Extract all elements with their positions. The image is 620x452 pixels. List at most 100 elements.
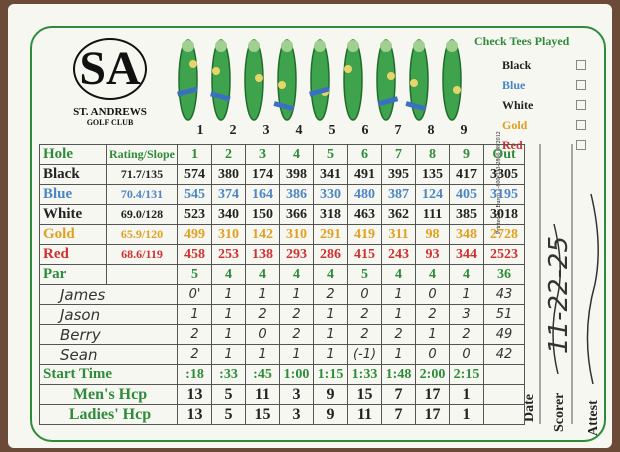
table-cell: 415 [347, 244, 382, 265]
table-cell: 1 [211, 304, 246, 325]
table-cell: 1 [279, 344, 314, 365]
table-cell: (-1) [347, 344, 382, 365]
table-cell: 1 [449, 384, 484, 405]
table-cell: 43 [483, 284, 525, 305]
table-row: Sean 2 1 1 1 1 (-1) 1 0 0 42 [39, 344, 525, 365]
table-cell: 3 [449, 304, 484, 325]
table-cell: Rating/Slope [106, 144, 178, 165]
tee-option: Black [474, 55, 598, 75]
table-cell: Gold [39, 224, 107, 245]
table-cell: 1:48 [381, 364, 416, 385]
table-cell: 1 [449, 404, 484, 425]
table-cell: 135 [415, 164, 450, 185]
table-cell: 463 [347, 204, 382, 225]
table-cell: 1 [415, 324, 450, 345]
table-cell: 545 [177, 184, 212, 205]
table-cell: Black [39, 164, 107, 185]
table-cell: 2 [347, 304, 382, 325]
bunker [212, 67, 220, 75]
hole-green [248, 40, 260, 52]
table-cell [483, 404, 525, 425]
table-cell: 4 [211, 264, 246, 285]
hole-green [446, 40, 458, 52]
table-cell: 3195 [483, 184, 525, 205]
table-cell: 1 [381, 304, 416, 325]
table-cell: 340 [211, 204, 246, 225]
table-cell: 111 [415, 204, 450, 225]
table-cell: :33 [211, 364, 246, 385]
table-cell: 13 [177, 404, 212, 425]
table-cell: 2 [347, 324, 382, 345]
club-subtitle: GOLF CLUB [86, 118, 134, 127]
table-cell: 4 [313, 264, 348, 285]
table-cell: 386 [279, 184, 314, 205]
table-cell: 1 [211, 344, 246, 365]
table-cell: 9 [449, 144, 484, 165]
table-cell: 310 [211, 224, 246, 245]
table-cell: 2 [245, 304, 280, 325]
hole-number: 8 [428, 123, 435, 138]
table-cell: 11 [347, 404, 382, 425]
table-cell: 3018 [483, 204, 525, 225]
water [405, 101, 427, 112]
hole-number: 3 [263, 123, 270, 138]
bunker [255, 74, 263, 82]
table-cell: 9 [313, 404, 348, 425]
table-row: Black 71.7/135 574 380 174 398 341 491 395 135 417… [39, 164, 525, 185]
hole-green [215, 40, 227, 52]
bunker [410, 79, 418, 87]
table-cell: 11 [245, 384, 280, 405]
table-cell: 362 [381, 204, 416, 225]
table-cell: :45 [245, 364, 280, 385]
table-cell: Sean [39, 344, 178, 365]
table-cell: White [39, 204, 107, 225]
table-cell [483, 364, 525, 385]
table-cell: 243 [381, 244, 416, 265]
table-cell: :18 [177, 364, 212, 385]
table-cell: 1:33 [347, 364, 382, 385]
table-cell: 330 [313, 184, 348, 205]
table-cell [106, 264, 178, 285]
hole-number: 1 [197, 123, 204, 138]
table-cell: 0 [449, 344, 484, 365]
table-cell: 68.6/119 [106, 244, 178, 265]
table-cell: 3305 [483, 164, 525, 185]
table-cell: Ladies' Hcp [39, 404, 178, 425]
table-cell: 98 [415, 224, 450, 245]
table-cell: 164 [245, 184, 280, 205]
tee-name: Black [502, 57, 532, 72]
table-row: James 0' 1 1 1 2 0 1 0 1 43 [39, 284, 525, 305]
checkbox [576, 140, 586, 150]
table-cell: 419 [347, 224, 382, 245]
table-cell: 286 [313, 244, 348, 265]
table-cell: 2728 [483, 224, 525, 245]
table-cell: 499 [177, 224, 212, 245]
table-cell: 2 [211, 144, 246, 165]
table-cell: 3 [279, 404, 314, 425]
bunker [189, 60, 197, 68]
table-cell: 2:15 [449, 364, 484, 385]
table-cell: 8 [415, 144, 450, 165]
table-cell: 138 [245, 244, 280, 265]
table-row: Men's Hcp 13 5 11 3 9 15 7 17 1 [39, 384, 525, 405]
hole-green [380, 40, 392, 52]
table-cell: 36 [483, 264, 525, 285]
table-cell: 374 [211, 184, 246, 205]
table-cell: 1 [279, 284, 314, 305]
table-cell: 2:00 [415, 364, 450, 385]
table-cell: 4 [381, 264, 416, 285]
table-cell: 1 [449, 284, 484, 305]
table-cell: 9 [313, 384, 348, 405]
bunker [387, 72, 395, 80]
table-cell: 7 [381, 404, 416, 425]
table-cell: Red [39, 244, 107, 265]
table-cell: 142 [245, 224, 280, 245]
table-cell: 1 [313, 304, 348, 325]
table-row: Ladies' Hcp 13 5 15 3 9 11 7 17 1 [39, 404, 525, 425]
table-cell: 1 [177, 144, 212, 165]
signature-lines [539, 144, 599, 424]
table-cell: 13 [177, 384, 212, 405]
table-cell: 253 [211, 244, 246, 265]
table-cell: 5 [211, 404, 246, 425]
table-cell: 2 [279, 304, 314, 325]
